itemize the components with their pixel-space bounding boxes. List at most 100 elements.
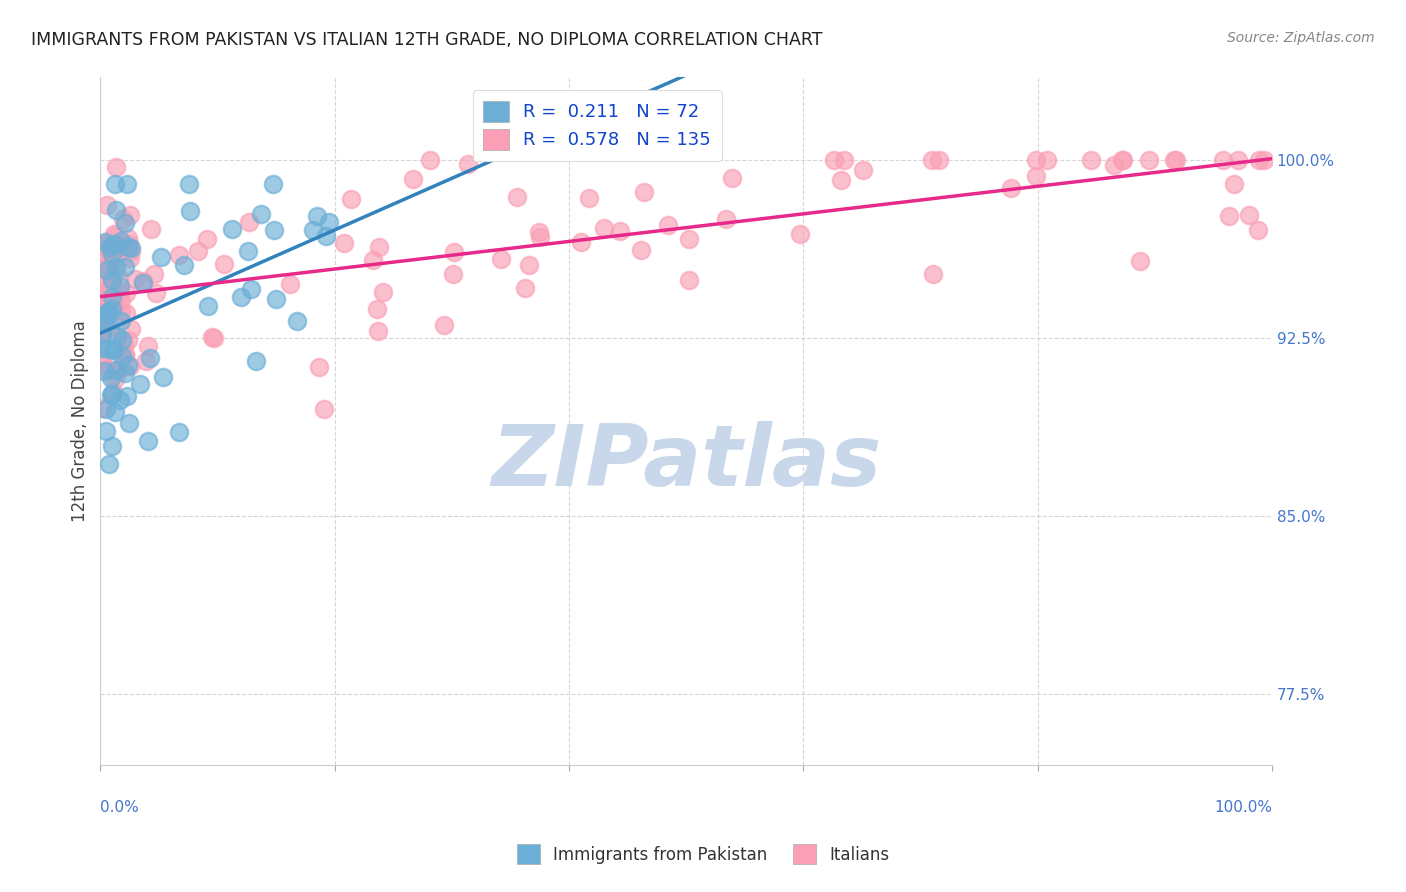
Point: [609, 224, 631, 238]
Y-axis label: 12th Grade, No Diploma: 12th Grade, No Diploma: [72, 320, 89, 522]
Point: [111, 349, 134, 363]
Point: [108, 362, 131, 376]
Point: [527, 225, 550, 239]
Point: [110, 392, 132, 407]
Point: [103, 227, 125, 242]
Point: [98, 285, 121, 299]
Point: [361, 252, 384, 267]
Point: [100, 439, 122, 453]
Point: [169, 248, 191, 262]
Point: [132, 276, 155, 290]
Point: [94, 401, 117, 416]
Point: [100, 243, 122, 257]
Point: [118, 359, 141, 374]
Point: [96, 263, 118, 277]
Point: [114, 260, 136, 274]
Point: [1025, 153, 1047, 168]
Point: [100, 371, 122, 385]
Point: [832, 153, 855, 168]
Point: [120, 244, 142, 258]
Point: [308, 359, 330, 374]
Point: [90, 355, 112, 369]
Point: [110, 333, 132, 347]
Point: [114, 347, 136, 361]
Point: [238, 215, 260, 229]
Point: [529, 229, 551, 244]
Point: [104, 362, 127, 376]
Point: [489, 252, 512, 266]
Point: [1253, 153, 1275, 168]
Point: [104, 160, 127, 174]
Point: [91, 341, 114, 355]
Point: [139, 222, 162, 236]
Point: [101, 329, 124, 343]
Point: [433, 318, 456, 332]
Point: [118, 252, 141, 266]
Point: [90, 237, 112, 252]
Point: [90, 312, 112, 326]
Point: [114, 348, 136, 362]
Point: [150, 250, 173, 264]
Point: [117, 240, 139, 254]
Point: [633, 185, 655, 199]
Point: [195, 232, 218, 246]
Point: [1025, 169, 1047, 183]
Point: [928, 153, 950, 168]
Point: [91, 301, 114, 316]
Point: [101, 301, 124, 316]
Point: [368, 240, 391, 254]
Point: [97, 305, 120, 319]
Point: [101, 246, 124, 260]
Point: [110, 234, 132, 248]
Point: [91, 251, 114, 265]
Point: [852, 162, 875, 177]
Point: [90, 401, 112, 415]
Text: 100.0%: 100.0%: [1213, 799, 1272, 814]
Point: [117, 231, 139, 245]
Point: [93, 235, 115, 249]
Point: [115, 389, 138, 403]
Point: [104, 299, 127, 313]
Text: 0.0%: 0.0%: [100, 799, 139, 814]
Point: [108, 286, 131, 301]
Point: [1080, 153, 1102, 168]
Point: [101, 387, 124, 401]
Point: [98, 239, 121, 253]
Legend: R =  0.211   N = 72, R =  0.578   N = 135: R = 0.211 N = 72, R = 0.578 N = 135: [472, 90, 721, 161]
Point: [91, 350, 114, 364]
Point: [1137, 153, 1160, 168]
Point: [110, 278, 132, 293]
Point: [120, 241, 142, 255]
Point: [1223, 178, 1246, 192]
Point: [314, 401, 336, 416]
Point: [263, 223, 285, 237]
Point: [366, 302, 388, 317]
Point: [177, 177, 200, 191]
Point: [94, 314, 117, 328]
Point: [264, 292, 287, 306]
Point: [110, 313, 132, 327]
Point: [179, 204, 201, 219]
Point: [506, 190, 529, 204]
Point: [1218, 209, 1240, 223]
Point: [111, 211, 134, 226]
Point: [830, 173, 852, 187]
Point: [419, 153, 441, 168]
Point: [114, 216, 136, 230]
Point: [118, 208, 141, 222]
Point: [96, 361, 118, 376]
Point: [108, 270, 131, 285]
Point: [443, 244, 465, 259]
Point: [93, 318, 115, 333]
Point: [97, 304, 120, 318]
Point: [120, 322, 142, 336]
Point: [103, 343, 125, 357]
Point: [107, 239, 129, 253]
Point: [136, 434, 159, 448]
Text: ZIPatlas: ZIPatlas: [491, 421, 882, 504]
Point: [1000, 181, 1022, 195]
Point: [197, 299, 219, 313]
Point: [97, 263, 120, 277]
Legend: Immigrants from Pakistan, Italians: Immigrants from Pakistan, Italians: [510, 838, 896, 871]
Point: [135, 353, 157, 368]
